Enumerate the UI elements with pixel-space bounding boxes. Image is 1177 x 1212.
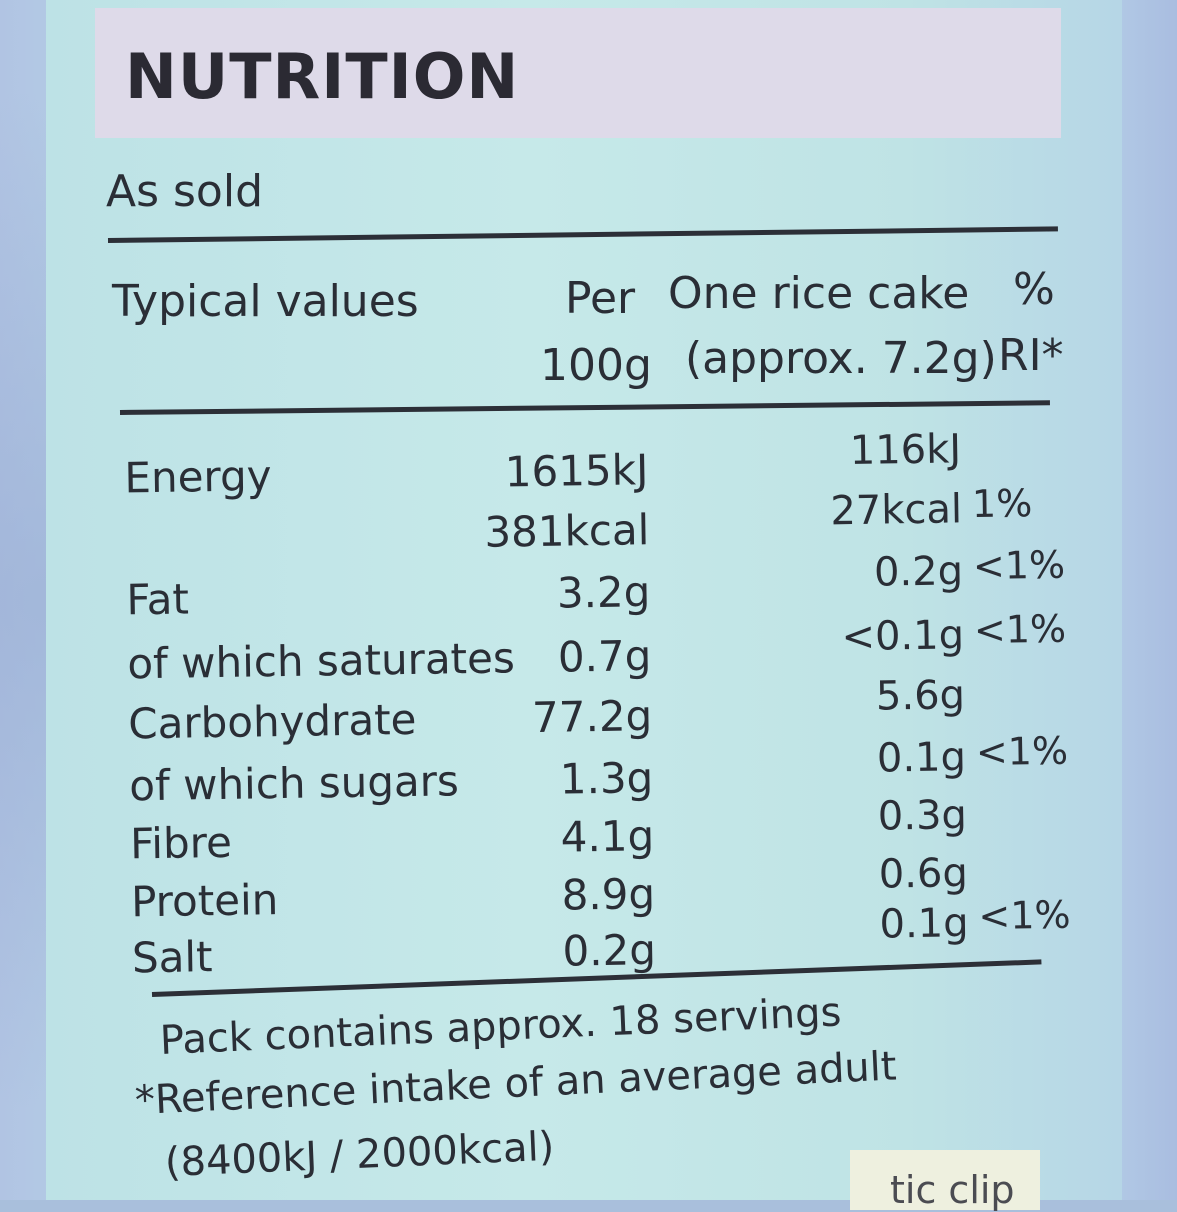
value-per-100g: 0.7g [557,631,652,682]
header-percent: % [1013,264,1055,315]
header-serving-amount: (approx. 7.2g) [685,333,997,384]
clip-label-text: tic clip [890,1168,1015,1212]
header-per-amount: 100g [540,340,652,391]
nutrient-name: Energy [124,451,272,503]
value-ri: <1% [973,606,1067,653]
value-per-cake: 0.1g [879,900,969,948]
nutrient-name: Protein [130,875,279,927]
value-ri: 1% [971,481,1033,527]
value-per-100g: 1.3g [559,753,654,804]
value-per-cake: 5.6g [875,672,966,720]
value-ri: <1% [978,892,1071,939]
header-per: Per [565,273,636,324]
nutrition-title: NUTRITION [125,40,520,113]
value-ri: <1% [975,728,1069,775]
value-per-cake: 0.2g [873,548,964,596]
header-typical-values: Typical values [112,276,419,327]
value-per-cake: 27kcal [830,486,963,535]
value-per-cake: 116kJ [849,426,962,475]
value-per-100g: 3.2g [556,567,651,618]
value-ri: <1% [972,542,1066,589]
value-per-100g: 0.2g [562,925,657,976]
nutrient-name: of which saturates [126,633,516,689]
header-ri: RI* [998,330,1064,381]
nutrition-label-panel [46,0,1122,1200]
nutrient-name: Carbohydrate [127,694,417,749]
value-per-100g: 4.1g [560,811,655,862]
value-per-cake: 0.6g [878,850,969,898]
value-per-cake: 0.3g [877,792,968,840]
nutrient-name: Fibre [129,817,233,869]
value-per-100g: 77.2g [531,691,653,743]
nutrient-name: Fat [125,574,190,625]
value-per-cake: 0.1g [876,734,967,782]
title-band [95,8,1061,138]
value-per-100g: 8.9g [561,869,656,920]
as-sold-label: As sold [106,166,264,217]
value-per-100g: 1615kJ [504,445,649,497]
nutrient-name: of which sugars [128,756,460,811]
value-per-100g: 381kcal [483,505,650,557]
nutrient-name: Salt [131,932,213,983]
value-per-cake: <0.1g [841,612,965,661]
header-serving: One rice cake [668,268,970,319]
